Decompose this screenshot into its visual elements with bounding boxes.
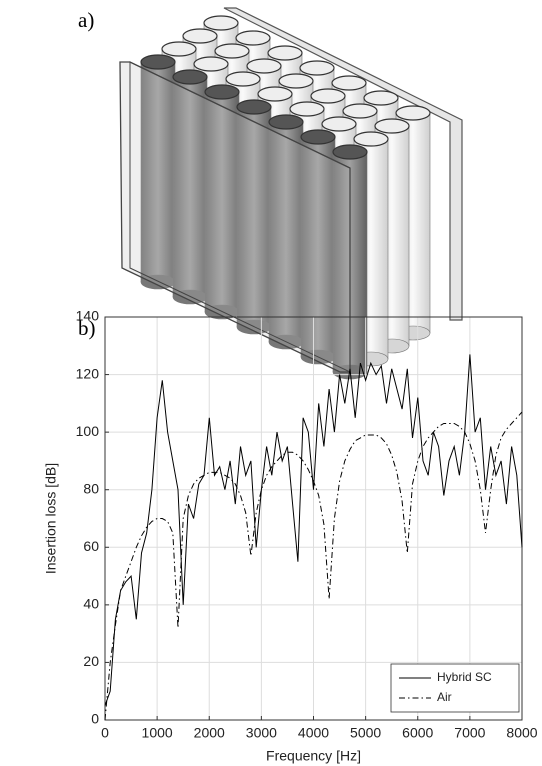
cylinder-top: [205, 85, 239, 99]
cylinder-top: [343, 104, 377, 118]
cylinder-top: [173, 70, 207, 84]
cylinder-top: [183, 29, 217, 43]
cylinder-top: [364, 91, 398, 105]
cylinder-top: [269, 115, 303, 129]
cylinder-top: [354, 132, 388, 146]
y-tick-label: 80: [83, 480, 99, 496]
cylinder-top: [333, 145, 367, 159]
cylinder-top: [215, 44, 249, 58]
x-tick-label: 7000: [454, 725, 485, 741]
cylinder-top: [258, 87, 292, 101]
x-tick-label: 5000: [350, 725, 381, 741]
y-axis-label: Insertion loss [dB]: [43, 463, 59, 574]
y-tick-label: 40: [83, 596, 99, 612]
cylinder-top: [268, 46, 302, 60]
y-tick-label: 0: [91, 711, 99, 727]
cylinder-top: [332, 76, 366, 90]
x-tick-label: 2000: [194, 725, 225, 741]
x-tick-label: 0: [101, 725, 109, 741]
legend-label: Hybrid SC: [437, 670, 492, 684]
cylinder-top: [236, 31, 270, 45]
x-axis-label: Frequency [Hz]: [266, 748, 361, 764]
cylinder-top: [300, 61, 334, 75]
cylinder-top: [322, 117, 356, 131]
y-tick-label: 100: [76, 423, 100, 439]
x-tick-label: 3000: [246, 725, 277, 741]
cylinder-top: [226, 72, 260, 86]
figure: a) b) 0204060801001201400100020003000400…: [0, 0, 542, 766]
cylinder-top: [237, 100, 271, 114]
illustration: [120, 8, 462, 379]
x-tick-label: 6000: [402, 725, 433, 741]
x-tick-label: 1000: [142, 725, 173, 741]
cylinder-top: [141, 55, 175, 69]
x-tick-label: 8000: [506, 725, 537, 741]
cylinder-top: [204, 16, 238, 30]
legend: Hybrid SC Air: [391, 664, 519, 712]
cylinder-top: [247, 59, 281, 73]
legend-label: Air: [437, 690, 452, 704]
cylinder-top: [279, 74, 313, 88]
cylinder-top: [162, 42, 196, 56]
y-tick-label: 120: [76, 365, 100, 381]
cylinder-top: [396, 106, 430, 120]
y-tick-label: 140: [76, 308, 100, 324]
cylinder-top: [311, 89, 345, 103]
y-tick-label: 20: [83, 653, 99, 669]
cylinder-top: [290, 102, 324, 116]
panel-label: a): [78, 8, 94, 32]
cylinder-top: [375, 119, 409, 133]
y-tick-label: 60: [83, 538, 99, 554]
cylinder-top: [194, 57, 228, 71]
cylinder-top: [301, 130, 335, 144]
x-tick-label: 4000: [298, 725, 329, 741]
chart: 0 20 40 60 80 100 120 140 0 1000 2000 3000 4000 5000 6…: [43, 308, 538, 764]
